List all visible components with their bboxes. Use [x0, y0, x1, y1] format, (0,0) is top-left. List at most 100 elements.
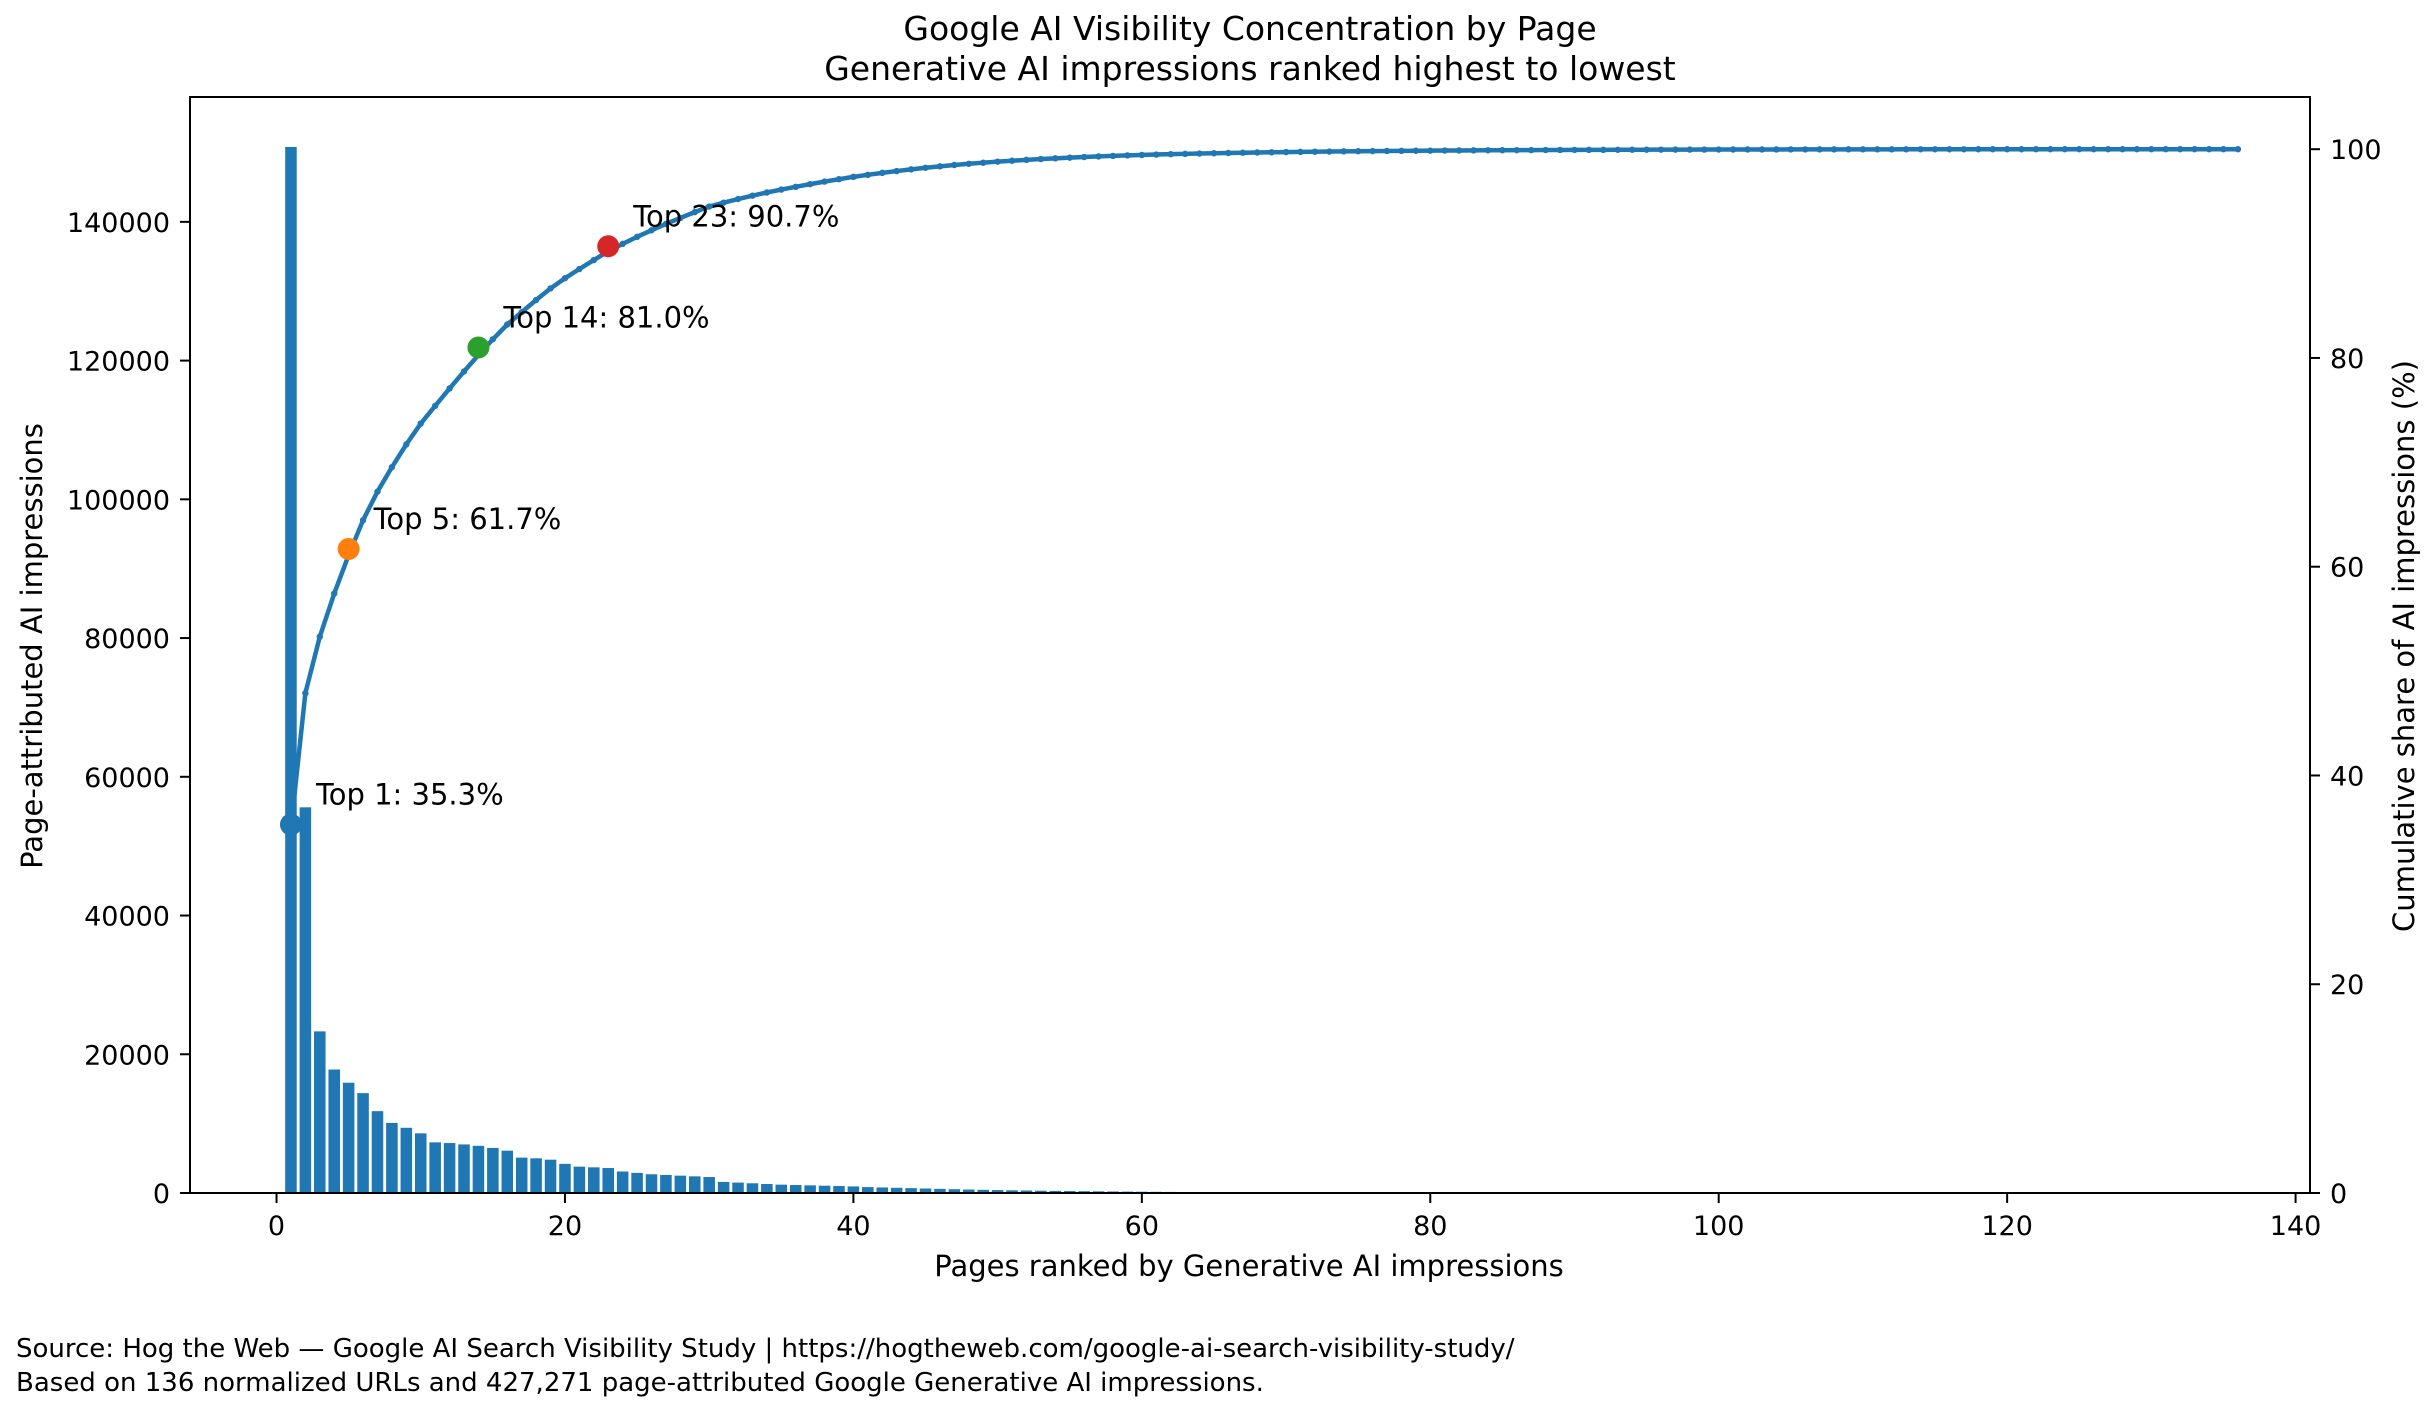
bar	[948, 1189, 961, 1193]
cumulative-point	[893, 167, 900, 175]
x-tick-label: 20	[548, 1211, 582, 1242]
cumulative-point	[2162, 146, 2169, 153]
cumulative-point	[331, 590, 338, 597]
cumulative-point	[504, 321, 511, 328]
cumulative-point	[1470, 147, 1477, 154]
cumulative-point	[1571, 146, 1578, 154]
x-axis-title: Pages ranked by Generative AI impression…	[934, 1249, 1563, 1283]
cumulative-point	[1138, 151, 1146, 159]
cumulative-point	[1758, 146, 1766, 153]
cumulative-point	[1008, 157, 1016, 164]
y-tick-label: 20000	[84, 1040, 170, 1071]
cumulative-point	[1845, 146, 1852, 153]
x-tick-label: 40	[836, 1211, 870, 1242]
bar	[991, 1190, 1004, 1193]
cumulative-point	[763, 189, 771, 196]
bar	[1035, 1190, 1047, 1193]
bar	[530, 1158, 542, 1193]
cumulative-point	[1528, 146, 1535, 154]
cumulative-point	[1282, 148, 1290, 156]
cumulative-point	[951, 161, 958, 169]
bar	[559, 1163, 571, 1193]
cumulative-point	[1729, 146, 1737, 153]
y2-tick-label: 100	[2330, 135, 2382, 166]
cumulative-point	[1542, 146, 1549, 154]
x-tick-label: 100	[1693, 1211, 1745, 1242]
cumulative-point	[1153, 151, 1160, 158]
bar	[890, 1187, 903, 1193]
cumulative-point	[576, 265, 583, 273]
highlight-layer: Top 1: 35.3% Top 5: 61.7% Top 14: 81.0% Top…	[279, 199, 839, 836]
bar	[746, 1183, 759, 1193]
cumulative-point	[864, 171, 872, 179]
cumulative-point	[1181, 150, 1189, 158]
cumulative-point	[1628, 146, 1636, 153]
bar	[775, 1184, 788, 1193]
cumulative-point	[1946, 146, 1953, 153]
highlight-label: Top 14: 81.0%	[502, 301, 709, 335]
cumulative-point	[806, 180, 814, 188]
cumulative-point	[1354, 148, 1362, 155]
cumulative-point	[1802, 146, 1809, 153]
cumulative-point	[749, 192, 756, 199]
x-tick-label: 80	[1413, 1211, 1447, 1242]
cumulative-point	[1874, 146, 1881, 153]
bar	[487, 1147, 499, 1193]
bar	[371, 1111, 384, 1193]
cumulative-point	[2148, 146, 2155, 153]
bar	[602, 1168, 614, 1193]
bar	[688, 1176, 701, 1193]
cumulative-point	[1902, 146, 1910, 153]
cumulative-point	[1484, 147, 1492, 154]
bar	[357, 1093, 369, 1193]
cumulative-point	[879, 169, 886, 177]
cumulative-point	[1412, 147, 1420, 154]
y2-tick-label: 40	[2330, 761, 2364, 792]
ticks-layer: 0 20 40 60 80 100 120 140 0 20000 40000 60000 80000 1…	[67, 135, 2382, 1242]
cumulative-point	[2104, 146, 2112, 153]
cumulative-point	[446, 385, 453, 392]
x-tick-label: 0	[268, 1211, 285, 1242]
y2-axis-title: Cumulative share of AI impressions (%)	[2387, 360, 2421, 932]
cumulative-point	[850, 173, 857, 181]
cumulative-point	[359, 516, 367, 524]
bar	[1006, 1190, 1018, 1193]
cumulative-point	[907, 166, 915, 173]
bar	[573, 1166, 586, 1193]
y2-tick-label: 80	[2330, 344, 2364, 375]
cumulative-point	[2119, 146, 2126, 153]
x-tick-label: 120	[1981, 1211, 2033, 1242]
cumulative-point	[1715, 146, 1722, 153]
cumulative-point	[2061, 146, 2069, 153]
cumulative-line	[288, 146, 2238, 829]
bar	[833, 1186, 845, 1193]
bar	[818, 1185, 831, 1193]
highlight-marker	[467, 336, 490, 359]
cumulative-point	[1960, 146, 1968, 153]
cumulative-point	[677, 214, 684, 222]
bar	[458, 1144, 470, 1193]
cumulative-point	[1657, 146, 1665, 153]
cumulative-point	[1859, 146, 1867, 153]
cumulative-point	[1686, 146, 1694, 153]
cumulative-point	[1383, 147, 1391, 155]
cumulative-point	[1037, 155, 1045, 163]
cumulative-point	[1455, 147, 1463, 154]
cumulative-point	[2047, 146, 2054, 153]
cumulative-point	[2076, 146, 2083, 153]
cumulative-point	[1225, 149, 1232, 157]
cumulative-point	[1080, 153, 1088, 161]
bar	[544, 1159, 557, 1193]
cumulative-point	[1975, 146, 1982, 153]
cumulative-point	[691, 208, 698, 216]
bar	[616, 1171, 629, 1193]
cumulative-point	[2205, 145, 2213, 153]
cumulative-point	[2032, 146, 2040, 153]
y-axis-title: Page-attributed AI impressions	[15, 423, 49, 869]
cumulative-point	[1989, 146, 1996, 153]
bar	[977, 1189, 989, 1193]
footer-note: Based on 136 normalized URLs and 427,271…	[16, 1368, 1264, 1398]
cumulative-point	[1398, 147, 1405, 155]
bar	[674, 1175, 687, 1193]
